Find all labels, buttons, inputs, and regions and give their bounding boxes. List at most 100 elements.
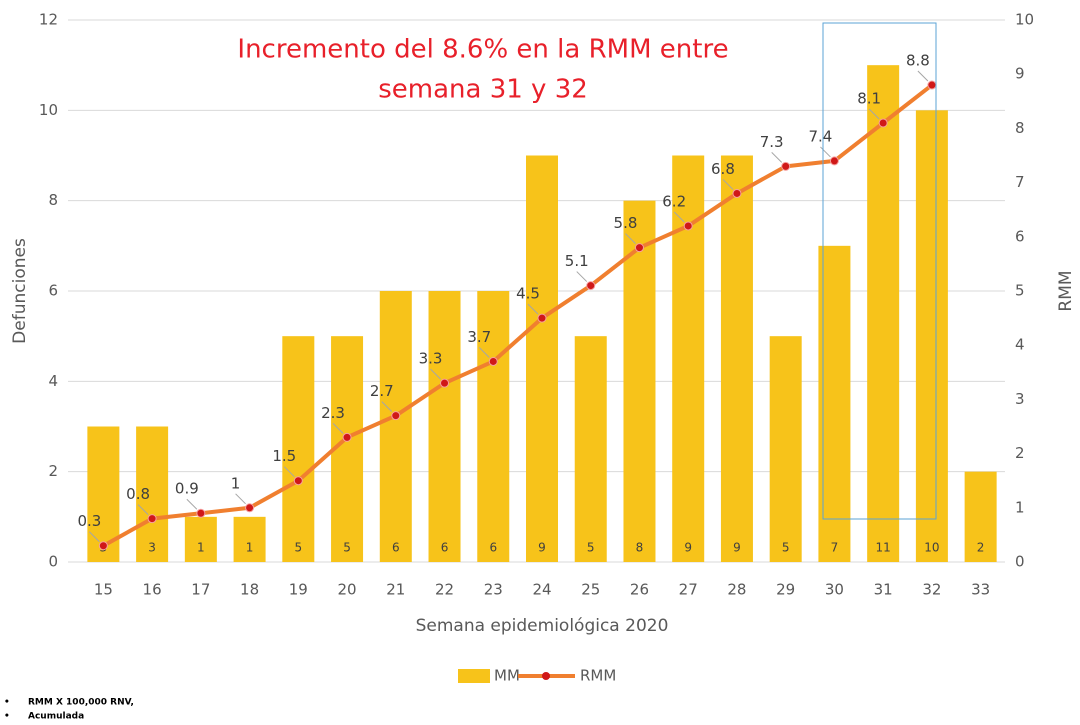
marker bbox=[98, 541, 108, 551]
marker bbox=[342, 432, 352, 442]
marker bbox=[196, 508, 206, 518]
y2-tick-label: 5 bbox=[1015, 282, 1025, 300]
bar bbox=[184, 516, 217, 562]
leader-line bbox=[430, 368, 441, 380]
line-value-label: 6.2 bbox=[662, 192, 686, 210]
marker bbox=[829, 156, 839, 166]
marker bbox=[732, 188, 742, 198]
y-tick-label: 10 bbox=[39, 101, 58, 119]
leader-line bbox=[820, 146, 831, 158]
bar bbox=[867, 65, 900, 563]
x-tick-label: 20 bbox=[338, 581, 357, 599]
leader-line bbox=[771, 151, 783, 163]
x-tick-label: 18 bbox=[240, 581, 259, 599]
marker bbox=[781, 161, 791, 171]
legend-label: MM bbox=[494, 667, 520, 685]
leader-line bbox=[186, 498, 198, 510]
line-value-label: 0.9 bbox=[175, 480, 199, 498]
y2-tick-label: 9 bbox=[1015, 65, 1025, 83]
line-value-label: 8.8 bbox=[906, 52, 930, 70]
bar-value-label: 1 bbox=[197, 541, 205, 555]
bar-value-label: 1 bbox=[246, 541, 254, 555]
leader-line bbox=[576, 271, 588, 282]
x-tick-label: 25 bbox=[581, 581, 600, 599]
marker bbox=[293, 476, 303, 486]
y-tick-label: 6 bbox=[48, 282, 58, 300]
bar-value-label: 10 bbox=[924, 541, 939, 555]
legend-swatch bbox=[458, 669, 490, 683]
bar-value-label: 8 bbox=[636, 541, 644, 555]
line-value-label: 5.8 bbox=[614, 214, 638, 232]
leader-line bbox=[478, 347, 490, 358]
bar-value-label: 6 bbox=[489, 541, 497, 555]
leader-line bbox=[381, 401, 393, 413]
leader-line bbox=[917, 70, 929, 82]
y-tick-label: 8 bbox=[48, 191, 58, 209]
y-tick-label: 0 bbox=[48, 553, 58, 571]
bar bbox=[282, 336, 315, 562]
leader-line bbox=[625, 233, 636, 244]
leader-line bbox=[527, 303, 539, 315]
legend-label: RMM bbox=[580, 667, 616, 685]
bar bbox=[136, 426, 169, 562]
x-tick-label: 27 bbox=[679, 581, 698, 599]
line-value-label: 3.7 bbox=[467, 328, 491, 346]
x-tick-label: 26 bbox=[630, 581, 649, 599]
bullet: • bbox=[4, 698, 10, 708]
note: RMM X 100,000 RNV, bbox=[28, 698, 134, 708]
bar bbox=[574, 336, 607, 562]
line bbox=[102, 83, 934, 548]
bar bbox=[379, 291, 412, 562]
line-value-label: 0.8 bbox=[126, 485, 150, 503]
bar-value-label: 11 bbox=[876, 541, 891, 555]
y2-tick-label: 10 bbox=[1015, 11, 1034, 29]
y2-tick-label: 1 bbox=[1015, 498, 1025, 516]
marker bbox=[878, 118, 888, 128]
line-value-label: 1.5 bbox=[272, 447, 296, 465]
y2-axis-label: RMM bbox=[1056, 270, 1076, 311]
line-value-label: 0.3 bbox=[77, 512, 101, 530]
bar bbox=[915, 110, 948, 562]
bar-value-label: 5 bbox=[294, 541, 302, 555]
bullet: • bbox=[4, 712, 10, 722]
leader-line bbox=[89, 531, 100, 543]
marker bbox=[391, 411, 401, 421]
highlight-box bbox=[822, 22, 937, 520]
annotation: Incremento del 8.6% en la RMM entre bbox=[237, 35, 728, 65]
x-tick-label: 15 bbox=[94, 581, 113, 599]
bar-value-label: 5 bbox=[343, 541, 351, 555]
marker bbox=[927, 80, 937, 90]
marker bbox=[147, 514, 157, 524]
bar bbox=[769, 336, 802, 562]
marker bbox=[537, 313, 547, 323]
bar-value-label: 7 bbox=[831, 541, 839, 555]
line-value-label: 4.5 bbox=[516, 285, 540, 303]
x-tick-label: 31 bbox=[874, 581, 893, 599]
bar bbox=[428, 291, 461, 562]
x-tick-label: 24 bbox=[532, 581, 551, 599]
line-value-label: 8.1 bbox=[857, 89, 881, 107]
y-axis-label: Defunciones bbox=[10, 238, 30, 344]
line-value-label: 2.3 bbox=[321, 404, 345, 422]
bar bbox=[818, 245, 851, 563]
y-tick-label: 4 bbox=[48, 372, 58, 390]
y2-tick-label: 2 bbox=[1015, 444, 1025, 462]
marker bbox=[683, 221, 693, 231]
marker bbox=[634, 243, 644, 253]
marker bbox=[440, 378, 450, 388]
x-tick-label: 17 bbox=[191, 581, 210, 599]
bar-value-label: 9 bbox=[538, 541, 546, 555]
marker bbox=[586, 281, 596, 291]
y2-tick-label: 0 bbox=[1015, 553, 1025, 571]
bar-value-label: 9 bbox=[733, 541, 741, 555]
bar-value-label: 2 bbox=[977, 541, 985, 555]
bar-value-label: 9 bbox=[684, 541, 692, 555]
bar-value-label: 6 bbox=[392, 541, 400, 555]
x-tick-label: 22 bbox=[435, 581, 454, 599]
leader-line bbox=[235, 493, 246, 505]
line-value-label: 7.3 bbox=[760, 133, 784, 151]
marker bbox=[488, 356, 498, 366]
x-tick-label: 21 bbox=[386, 581, 405, 599]
x-tick-label: 28 bbox=[727, 581, 746, 599]
x-tick-label: 19 bbox=[289, 581, 308, 599]
